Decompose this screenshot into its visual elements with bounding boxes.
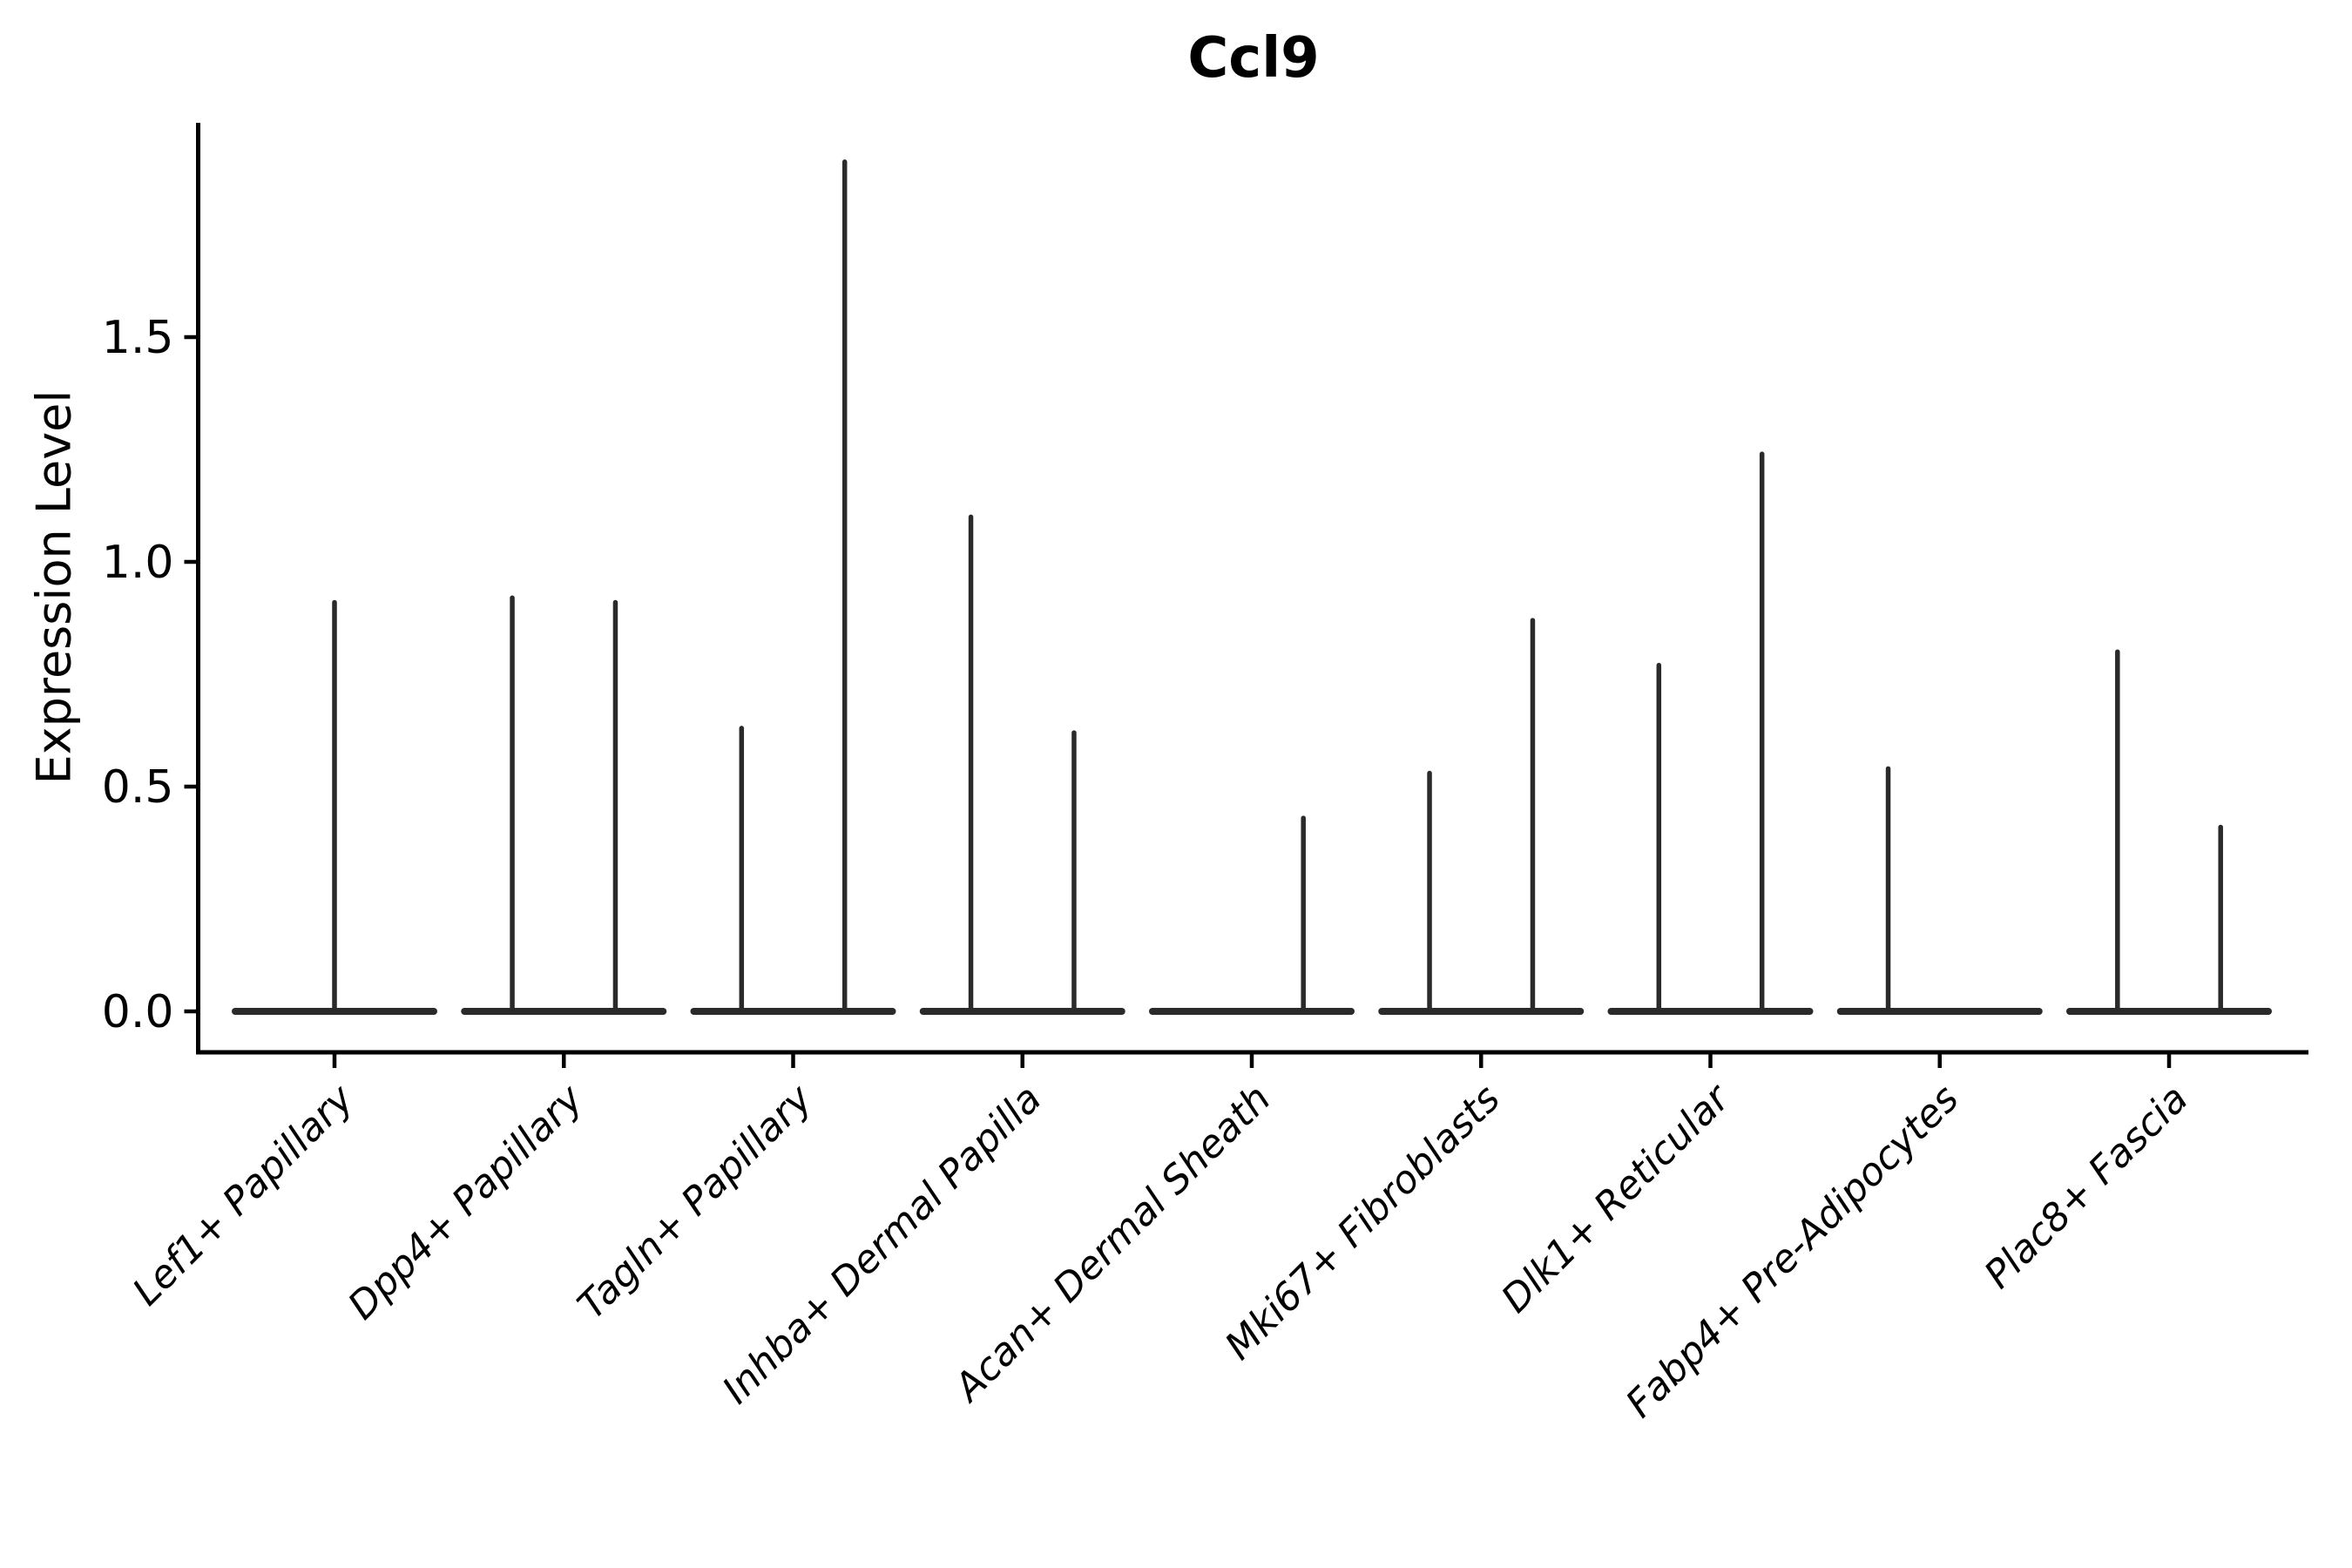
y-tick-label: 1.0 <box>102 537 174 589</box>
x-tick-label: Tagln+ Papillary <box>570 1076 821 1328</box>
y-tick-label: 0.5 <box>102 761 174 814</box>
y-tick-label: 1.5 <box>102 312 174 364</box>
x-tick-label: Dpp4+ Papillary <box>340 1076 592 1328</box>
x-tick-label: Lef1+ Papillary <box>125 1076 363 1315</box>
y-tick-label: 0.0 <box>102 986 174 1038</box>
x-tick-label: Plac8+ Fascia <box>1976 1077 2196 1297</box>
chart-title: Ccl9 <box>1187 26 1320 91</box>
x-tick-label: Dlk1+ Reticular <box>1493 1075 1740 1321</box>
